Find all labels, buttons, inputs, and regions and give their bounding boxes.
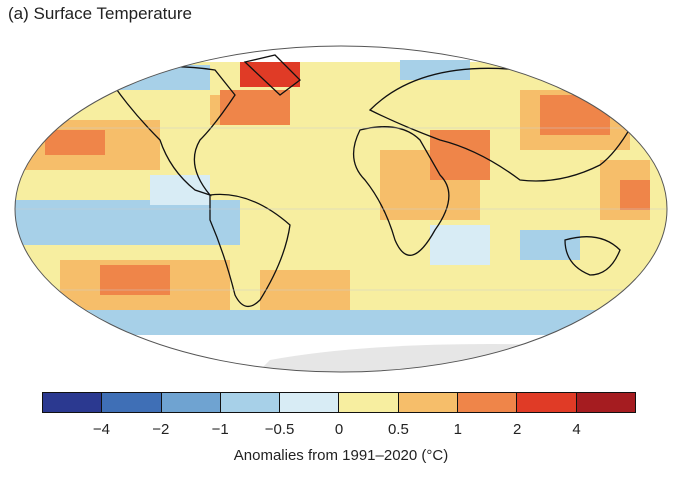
colorbar-bin xyxy=(339,393,399,412)
colorbar-tick-label: −1 xyxy=(211,421,229,438)
colorbar-tick-label: −4 xyxy=(92,421,110,438)
colorbar-tick-label: −2 xyxy=(152,421,170,438)
colorbar-bin xyxy=(43,393,103,412)
world-temperature-map xyxy=(14,45,668,373)
colorbar-bin xyxy=(576,393,635,412)
colorbar-bin xyxy=(102,393,162,412)
colorbar-bin xyxy=(220,393,281,412)
colorbar-tick-label: −0.5 xyxy=(264,421,295,438)
colorbar-label: Anomalies from 1991–2020 (°C) xyxy=(233,447,449,464)
colorbar xyxy=(42,392,636,413)
colorbar-tick-label: 1 xyxy=(453,421,462,438)
colorbar-tick-label: 4 xyxy=(572,421,581,438)
colorbar-bin xyxy=(280,393,340,412)
colorbar-bin xyxy=(517,393,577,412)
colorbar-bin xyxy=(161,393,221,412)
colorbar-tick-label: 2 xyxy=(513,421,522,438)
coastlines xyxy=(109,54,641,307)
colorbar-bin xyxy=(398,393,459,412)
colorbar-bin xyxy=(458,393,518,412)
colorbar-tick-label: 0.5 xyxy=(387,421,409,438)
warm-anomaly-patches xyxy=(20,90,650,310)
colorbar-tick-label: 0 xyxy=(334,421,344,438)
map-title: (a) Surface Temperature xyxy=(8,4,192,23)
